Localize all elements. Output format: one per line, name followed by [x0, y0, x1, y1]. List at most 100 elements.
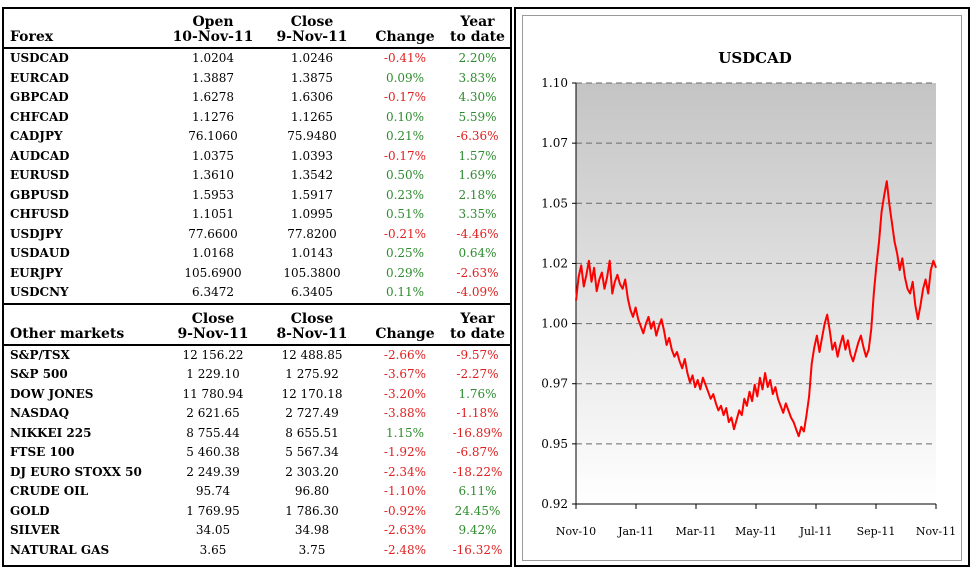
row-name: NASDAQ: [10, 406, 70, 420]
x-axis: Nov-10 Jan-11 Mar-11 May-11 Jul-11 Sep-11 Nov-…: [556, 504, 956, 538]
markets-header-row: Other markets Close 9-Nov-11 Close 8-Nov-1…: [4, 303, 510, 345]
row-name: EURJPY: [10, 265, 63, 280]
chart-title: USDCAD: [718, 49, 792, 67]
row-value-2: 1.3542: [291, 168, 333, 182]
row-change: -2.66%: [383, 347, 427, 362]
row-name: CHFUSD: [10, 207, 69, 221]
row-value-1: 5 460.38: [186, 445, 240, 459]
row-name: DJ EURO STOXX 50: [10, 464, 142, 479]
row-value-1: 1.5953: [192, 187, 234, 202]
forex-header-ytd: Year to date: [450, 14, 505, 45]
table-row: NIKKEI 225 8 755.44 8 655.51 1.15% -16.89%: [4, 424, 510, 444]
row-name: GBPUSD: [10, 187, 69, 202]
row-change: 0.29%: [385, 265, 425, 280]
row-value-1: 6.3472: [192, 285, 234, 299]
markets-header-name: Other markets: [10, 325, 125, 342]
row-name: GBPCAD: [10, 90, 69, 104]
row-value-2: 34.98: [294, 523, 330, 537]
row-ytd: 2.20%: [458, 51, 497, 65]
row-ytd: 9.42%: [458, 523, 497, 537]
row-change: 0.25%: [385, 246, 425, 260]
row-change: 0.50%: [385, 168, 425, 182]
row-value-2: 1.0246: [291, 51, 333, 65]
row-change: 0.10%: [385, 109, 425, 124]
table-row: EURUSD 1.3610 1.3542 0.50% 1.69%: [4, 166, 510, 186]
row-ytd: -2.27%: [456, 367, 499, 381]
table-row: NATURAL GAS 3.65 3.75 -2.48% -16.32%: [4, 541, 510, 561]
x-tick-label: Nov-10: [556, 525, 596, 538]
row-value-1: 77.6600: [188, 226, 238, 241]
row-ytd: 5.59%: [458, 109, 497, 124]
row-change: -0.17%: [383, 148, 427, 163]
row-value-2: 77.8200: [287, 226, 337, 241]
row-ytd: 1.76%: [458, 386, 497, 401]
row-value-1: 1.3887: [192, 70, 234, 85]
row-value-1: 2 249.39: [186, 464, 240, 479]
row-change: -0.17%: [383, 90, 427, 104]
y-tick-label: 0.92: [541, 497, 568, 511]
chart-panel: USDCAD 0.92 0.95 0.97 1.00 1.02 1.05 1.07 1.10 …: [514, 7, 970, 567]
row-name: EURCAD: [10, 70, 69, 85]
forex-header-name: Forex: [10, 29, 54, 45]
table-row: FTSE 100 5 460.38 5 567.34 -1.92% -6.87%: [4, 443, 510, 463]
row-value-1: 2 621.65: [186, 406, 240, 420]
x-tick-label: Jul-11: [799, 525, 833, 538]
table-row: USDCNY 6.3472 6.3405 0.11% -4.09%: [4, 283, 510, 303]
row-name: DOW JONES: [10, 386, 94, 401]
row-value-1: 8 755.44: [186, 425, 240, 440]
markets-header-ytd: Year to date: [450, 310, 505, 342]
y-tick-label: 1.02: [541, 256, 568, 270]
row-name: FTSE 100: [10, 445, 75, 459]
row-ytd: 24.45%: [454, 503, 501, 518]
row-value-2: 105.3800: [283, 265, 341, 280]
row-name: CADJPY: [10, 129, 63, 143]
row-value-2: 1.0393: [291, 148, 333, 163]
row-ytd: -16.89%: [452, 425, 503, 440]
row-name: SILVER: [10, 523, 60, 537]
table-row: EURJPY 105.6900 105.3800 0.29% -2.63%: [4, 264, 510, 284]
table-row: SILVER 34.05 34.98 -2.63% 9.42%: [4, 521, 510, 541]
table-row: NASDAQ 2 621.65 2 727.49 -3.88% -1.18%: [4, 404, 510, 424]
y-axis: 0.92 0.95 0.97 1.00 1.02 1.05 1.07 1.10: [541, 76, 576, 511]
forex-table: Forex Open 10-Nov-11 Close 9-Nov-11 Change…: [4, 9, 510, 303]
row-change: -0.41%: [383, 51, 427, 65]
row-value-2: 96.80: [294, 484, 330, 498]
x-tick-label: Mar-11: [676, 525, 717, 538]
table-row: USDJPY 77.6600 77.8200 -0.21% -4.46%: [4, 225, 510, 245]
table-row: GBPCAD 1.6278 1.6306 -0.17% 4.30%: [4, 88, 510, 108]
row-value-2: 1.6306: [291, 90, 333, 104]
table-row: CADJPY 76.1060 75.9480 0.21% -6.36%: [4, 127, 510, 147]
markets-table: Other markets Close 9-Nov-11 Close 8-Nov-1…: [4, 303, 510, 561]
row-ytd: 4.30%: [458, 90, 497, 104]
usdcad-chart: USDCAD 0.92 0.95 0.97 1.00 1.02 1.05 1.07 1.10 …: [522, 15, 962, 561]
row-change: -3.20%: [383, 386, 427, 401]
markets-header-close-1: Close 9-Nov-11: [177, 310, 249, 342]
table-row: CHFUSD 1.1051 1.0995 0.51% 3.35%: [4, 205, 510, 225]
row-value-1: 1 229.10: [186, 367, 240, 381]
row-ytd: -9.57%: [456, 347, 499, 362]
row-name: NIKKEI 225: [10, 425, 92, 440]
table-row: USDCAD 1.0204 1.0246 -0.41% 2.20%: [4, 48, 510, 69]
table-row: AUDCAD 1.0375 1.0393 -0.17% 1.57%: [4, 147, 510, 167]
row-name: CHFCAD: [10, 109, 69, 124]
row-change: 0.21%: [385, 129, 425, 143]
row-change: -2.48%: [383, 542, 427, 557]
row-value-2: 1.0995: [291, 207, 333, 221]
row-value-2: 75.9480: [287, 129, 337, 143]
row-name: AUDCAD: [10, 148, 70, 163]
row-value-2: 1.3875: [291, 70, 333, 85]
row-ytd: -18.22%: [452, 464, 503, 479]
table-row: CHFCAD 1.1276 1.1265 0.10% 5.59%: [4, 108, 510, 128]
row-value-1: 1.1276: [192, 109, 234, 124]
row-ytd: -2.63%: [456, 265, 499, 280]
usdcad-chart-svg: USDCAD 0.920.950.971.001.021.051.071.10 …: [541, 49, 956, 538]
y-tick-label: 1.00: [541, 317, 568, 331]
row-name: CRUDE OIL: [10, 484, 89, 498]
y-tick-label: 1.05: [541, 196, 568, 210]
row-ytd: -6.36%: [456, 129, 499, 143]
row-ytd: 2.18%: [458, 187, 497, 202]
row-value-2: 8 655.51: [285, 425, 339, 440]
row-value-1: 1.3610: [192, 168, 234, 182]
x-tick-label: May-11: [735, 525, 777, 538]
row-value-2: 1 275.92: [285, 367, 339, 381]
